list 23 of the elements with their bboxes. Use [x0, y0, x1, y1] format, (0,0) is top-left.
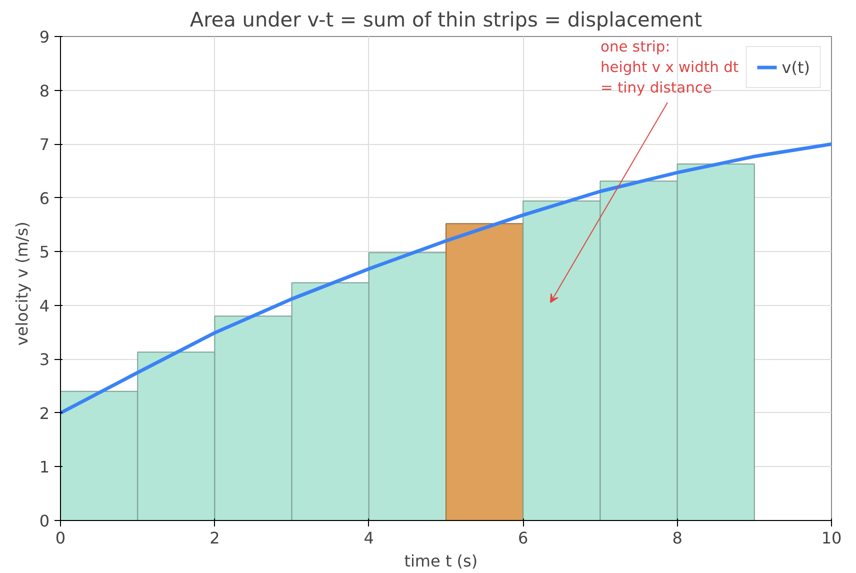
bar: [446, 223, 524, 520]
y-tick-label: 4: [39, 296, 50, 316]
y-tick-label: 2: [39, 404, 50, 423]
y-tick-label: 7: [39, 135, 50, 154]
x-tick-label: 10: [821, 528, 842, 548]
y-tick-label: 3: [39, 350, 50, 370]
y-tick-label: 0: [39, 512, 50, 530]
annotation: one strip: height v x width dt = tiny distance: [600, 38, 739, 96]
chart-title: Area under v-t = sum of thin strips = displacement: [190, 8, 702, 32]
x-tick-label: 2: [210, 528, 220, 548]
x-tick-label: 4: [364, 528, 374, 548]
y-tick-label: 5: [39, 242, 50, 262]
x-tick-label: 0: [55, 528, 66, 548]
y-tick-label: 6: [39, 188, 50, 208]
y-tick-label: 8: [39, 81, 50, 100]
line-series: [60, 142, 832, 415]
y-tick-label: 1: [39, 458, 50, 477]
x-axis-title: time t (s): [404, 552, 478, 570]
x-tick-label: 6: [518, 528, 528, 548]
x-tick-label: 8: [672, 528, 682, 548]
legend-label: v(t): [782, 58, 810, 76]
y-tick-label: 9: [39, 28, 50, 46]
y-axis-title: velocity v (m/s): [12, 222, 32, 346]
